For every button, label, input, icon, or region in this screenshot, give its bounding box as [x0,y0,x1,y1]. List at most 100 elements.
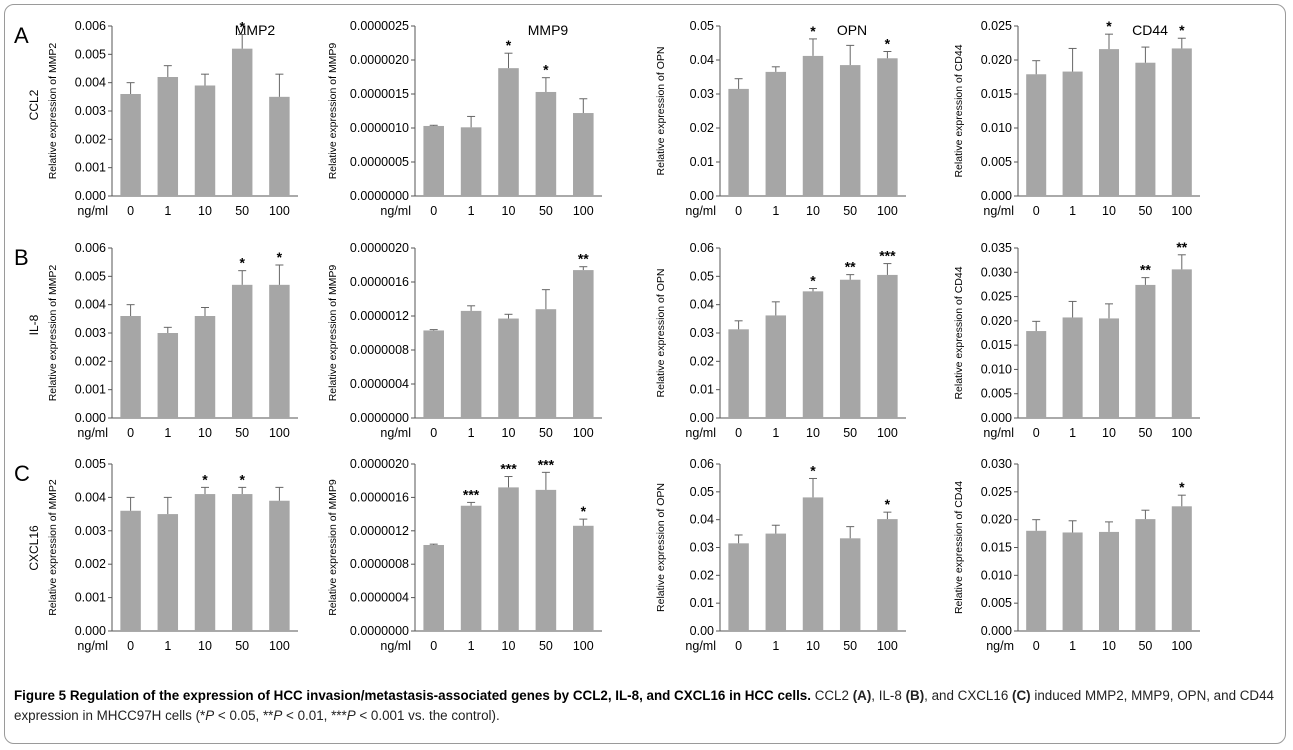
panel-il-8-mmp9: 0.0000000 0.0000004 0.0000008 0.0000012 0.00… [327,241,602,440]
significance-mark: * [239,471,245,487]
bar [423,330,444,418]
y-tick-label: 0.0000005 [350,155,409,169]
y-tick-label: 0.04 [690,53,714,67]
y-tick-label: 0.015 [981,338,1012,352]
y-tick-label: 0.004 [75,490,106,504]
panel-ccl2-mmp9: 0.0000000 0.0000005 0.0000010 0.0000015 0.00… [327,19,602,218]
x-prefix-label: ng/ml [685,204,716,218]
y-axis-title: Relative expression of MMP9 [327,43,339,180]
bar [728,329,749,418]
x-tick-label: 1 [1069,204,1076,218]
bar [460,127,482,196]
x-prefix-label: ng/ml [380,426,411,440]
caption-seg5: induced MMP2, MMP9, OPN, and CD44 expres… [14,688,1274,723]
y-tick-label: 0.00 [690,624,714,638]
y-tick-label: 0.06 [690,457,714,471]
panel-il-8-opn: 0.00 0.01 0.02 0.03 0.04 0.05 0.06 Relative exp… [655,241,906,440]
y-tick-label: 0.020 [981,314,1012,328]
significance-mark: *** [538,456,555,472]
x-tick-label: 100 [1171,639,1192,653]
y-tick-label: 0.05 [690,269,714,283]
row-label-a: A [14,23,29,48]
y-tick-label: 0.01 [690,155,714,169]
x-tick-label: 1 [164,639,171,653]
y-tick-label: 0.030 [981,265,1012,279]
x-prefix-label: ng/ml [983,426,1014,440]
y-tick-label: 0.006 [75,241,106,255]
y-tick-label: 0.0000008 [350,343,409,357]
y-tick-label: 0.00 [690,189,714,203]
bar [1062,532,1083,631]
caption-seg1: CCL2 [814,688,849,703]
x-tick-label: 1 [468,204,475,218]
bar [1026,331,1047,418]
caption-seg3: IL-8 [878,688,902,703]
bar [1135,519,1156,631]
bar [460,310,482,418]
y-tick-label: 0.0000000 [350,624,409,638]
y-tick-label: 0.0000020 [350,53,409,67]
caption-tag-a: (A) [852,688,872,703]
y-tick-label: 0.0000010 [350,121,409,135]
y-tick-label: 0.001 [75,383,106,397]
x-tick-label: 100 [573,639,594,653]
x-tick-label: 50 [539,639,553,653]
y-tick-label: 0.05 [690,19,714,33]
x-tick-label: 10 [198,639,212,653]
significance-mark: * [239,255,245,271]
significance-mark: * [506,37,512,53]
bar [498,318,519,418]
significance-mark: * [1179,479,1185,495]
bar [573,113,594,196]
bar [877,58,898,196]
bar [765,71,787,196]
x-tick-label: 1 [468,426,475,440]
significance-mark: * [239,19,245,35]
bar [573,270,594,418]
x-tick-label: 100 [1171,426,1192,440]
y-tick-label: 0.005 [981,596,1012,610]
x-tick-label: 0 [735,639,742,653]
x-tick-label: 50 [843,639,857,653]
caption-p2: P [273,708,283,723]
y-tick-label: 0.0000000 [350,189,409,203]
y-tick-label: 0.0000000 [350,411,409,425]
y-tick-label: 0.0000016 [350,490,409,504]
y-axis-title: Relative expression of CD44 [953,481,965,614]
caption-figure-label: Figure 5 [14,688,67,703]
y-tick-label: 0.005 [981,155,1012,169]
y-tick-label: 0.015 [981,87,1012,101]
bar [157,77,179,196]
y-tick-label: 0.03 [690,87,714,101]
bar [194,494,216,631]
y-tick-label: 0.03 [690,326,714,340]
significance-mark: ** [845,259,856,275]
bar [231,284,253,418]
x-tick-label: 1 [1069,426,1076,440]
x-tick-label: 50 [235,426,249,440]
y-tick-label: 0.002 [75,354,106,368]
x-tick-label: 0 [1033,426,1040,440]
bar [765,533,787,631]
x-tick-label: 10 [502,426,516,440]
column-title-cd44: CD44 [1132,22,1168,38]
significance-mark: * [885,36,891,52]
column-title-opn: OPN [837,22,867,38]
panel-cxcl16-opn: 0.00 0.01 0.02 0.03 0.04 0.05 0.06 Relative exp… [655,457,906,653]
y-tick-label: 0.010 [981,121,1012,135]
y-tick-label: 0.005 [981,387,1012,401]
bar [269,284,290,418]
bar [573,525,594,631]
panel-il-8-mmp2: 0.000 0.001 0.002 0.003 0.004 0.005 0.006 Relat… [47,241,298,440]
x-tick-label: 0 [735,204,742,218]
x-prefix-label: ng/ml [685,639,716,653]
y-axis-title: Relative expression of OPN [655,483,667,612]
bar [194,85,216,196]
y-tick-label: 0.005 [75,47,106,61]
bar [1026,530,1047,631]
caption-p3: P [346,708,356,723]
caption-seg7: < 0.01, *** [282,708,347,723]
y-tick-label: 0.0000012 [350,524,409,538]
caption-seg8: < 0.001 vs. the control). [355,708,500,723]
bar [728,543,749,631]
